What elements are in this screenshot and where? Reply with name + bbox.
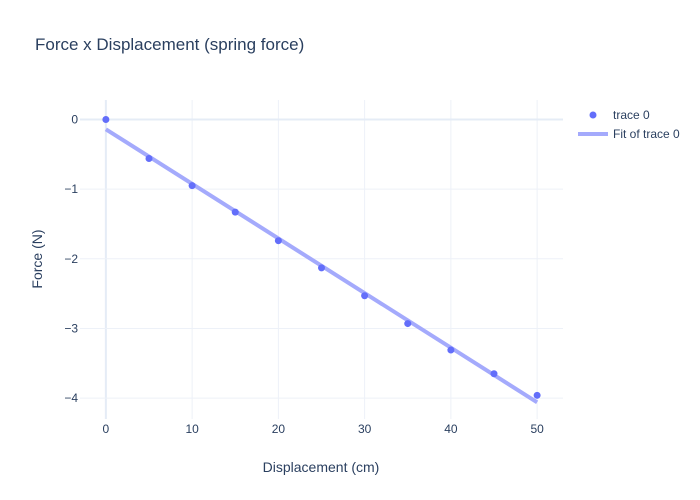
data-point[interactable] xyxy=(447,346,455,354)
x-axis-title: Displacement (cm) xyxy=(263,459,380,475)
tick-labels: 0 10 20 30 40 50 0 −1 −2 −3 −4 xyxy=(64,113,544,436)
legend-label-fit[interactable]: Fit of trace 0 xyxy=(613,127,680,141)
x-tick-label: 10 xyxy=(185,422,199,436)
x-tick-label: 0 xyxy=(103,422,110,436)
x-tick-label: 20 xyxy=(272,422,286,436)
x-tick-label: 40 xyxy=(444,422,458,436)
x-tick-label: 50 xyxy=(530,422,544,436)
y-tick-label: 0 xyxy=(71,113,78,127)
data-point[interactable] xyxy=(274,237,282,245)
legend[interactable]: trace 0 Fit of trace 0 xyxy=(578,108,680,141)
data-point[interactable] xyxy=(318,264,325,272)
data-point[interactable] xyxy=(533,391,541,399)
data-point[interactable] xyxy=(145,155,153,163)
data-point[interactable] xyxy=(404,320,412,328)
y-tick-label: −1 xyxy=(64,182,78,196)
gridlines xyxy=(80,100,563,419)
data-point[interactable] xyxy=(231,208,239,216)
y-tick-label: −4 xyxy=(64,391,78,405)
x-tick-label: 30 xyxy=(358,422,372,436)
data-points xyxy=(102,116,541,399)
data-point[interactable] xyxy=(490,370,498,378)
data-point[interactable] xyxy=(361,292,369,300)
y-tick-label: −3 xyxy=(64,321,78,335)
data-point[interactable] xyxy=(102,116,110,124)
chart-title: Force x Displacement (spring force) xyxy=(35,35,304,54)
data-point[interactable] xyxy=(188,182,196,190)
legend-marker-trace-0 xyxy=(589,111,597,119)
y-tick-label: −2 xyxy=(64,252,78,266)
legend-label-trace-0[interactable]: trace 0 xyxy=(613,108,650,122)
y-axis-title: Force (N) xyxy=(29,229,45,288)
